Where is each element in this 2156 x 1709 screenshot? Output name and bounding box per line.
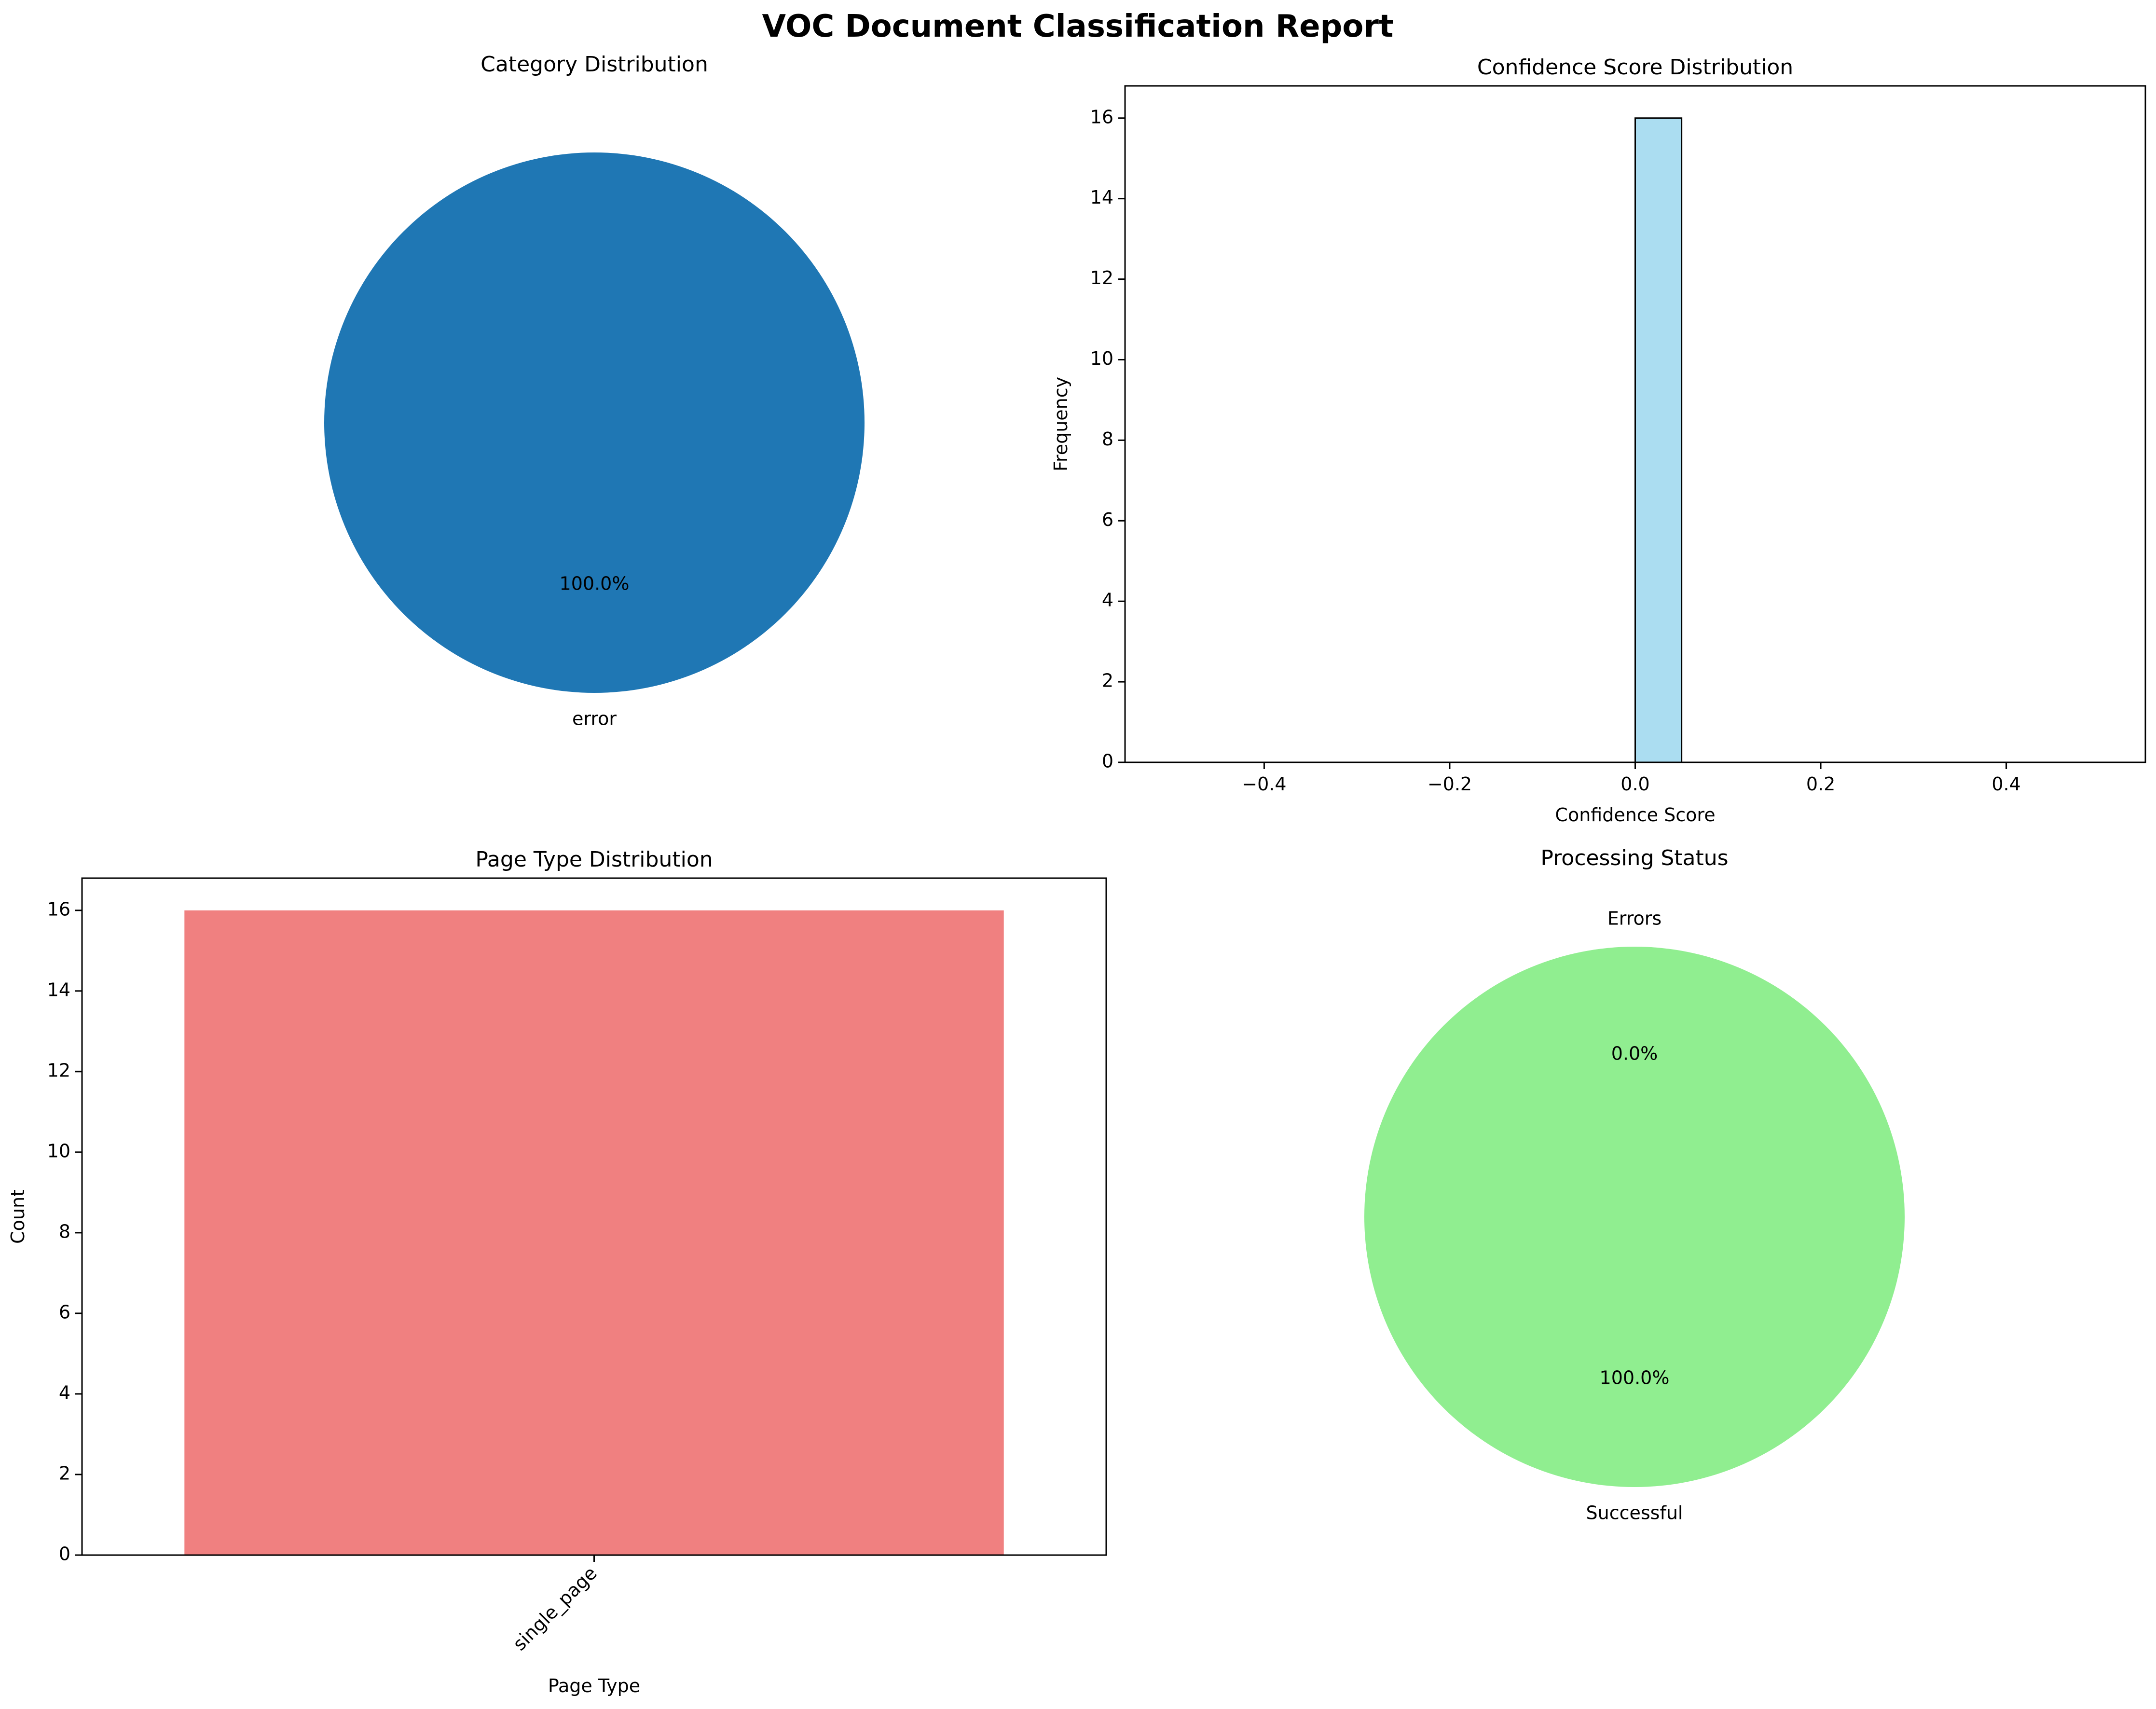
pie-label: Successful [1586,1502,1683,1524]
y-tick-label: 0 [59,1544,70,1565]
chart-title: Confidence Score Distribution [1477,55,1793,80]
y-axis-label: Count [7,1189,28,1244]
x-tick-label: −0.4 [1242,773,1286,795]
chart-title: Page Type Distribution [475,847,713,872]
axes-frame [81,877,1107,1556]
y-tick-label: 4 [59,1382,70,1403]
axes-frame [1124,85,2146,763]
x-axis-label: Page Type [548,1675,640,1696]
chart-title: Category Distribution [481,52,708,77]
pie-slice [1364,947,1905,1487]
y-tick-label: 6 [59,1301,70,1323]
y-axis-label: Frequency [1050,377,1071,471]
x-tick-label: 0.4 [1991,773,2020,795]
y-tick-label: 12 [47,1060,70,1081]
x-tick-label: −0.2 [1428,773,1472,795]
y-tick-label: 8 [1102,428,1113,450]
y-tick-label: 2 [1102,670,1113,691]
y-tick-label: 14 [1090,187,1113,208]
figure-title: VOC Document Classification Report [762,9,1394,44]
y-tick-label: 8 [59,1221,70,1242]
x-tick-label: single_page [509,1562,601,1654]
chart-title: Processing Status [1540,846,1728,870]
y-tick-label: 2 [59,1462,70,1484]
pie-percent-label: 0.0% [1611,1043,1658,1064]
y-tick-label: 4 [1102,590,1113,611]
pie-slice [324,152,865,693]
pie-percent-label: 100.0% [1600,1367,1670,1389]
histogram-bar [1634,117,1683,763]
category-pie-panel: Category Distribution error 100.0% [324,52,865,730]
y-tick-label: 12 [1090,267,1113,289]
y-tick-label: 14 [47,979,70,1000]
processing-status-pie-panel: Processing Status Successful 100.0% Errors 0… [1364,846,1905,1524]
y-tick-label: 6 [1102,509,1113,530]
y-tick-label: 10 [47,1140,70,1161]
y-tick-label: 10 [1090,348,1113,369]
x-axis-label: Confidence Score [1555,804,1715,826]
x-tick-label: 0.2 [1806,773,1835,795]
y-tick-label: 16 [47,898,70,920]
confidence-histogram-panel: Confidence Score Distribution 0 2 4 6 8 10 12 14… [1050,55,2146,826]
pie-label: Errors [1607,908,1662,929]
y-tick-label: 0 [1102,751,1113,772]
y-tick-label: 16 [1090,106,1113,127]
pie-label: error [572,708,617,730]
page-type-bar-panel: Page Type Distribution 0 2 4 6 8 10 12 14 16 Count… [7,847,1107,1696]
pie-percent-label: 100.0% [560,573,630,594]
bar [184,910,1004,1555]
x-tick-label: 0.0 [1620,773,1649,795]
